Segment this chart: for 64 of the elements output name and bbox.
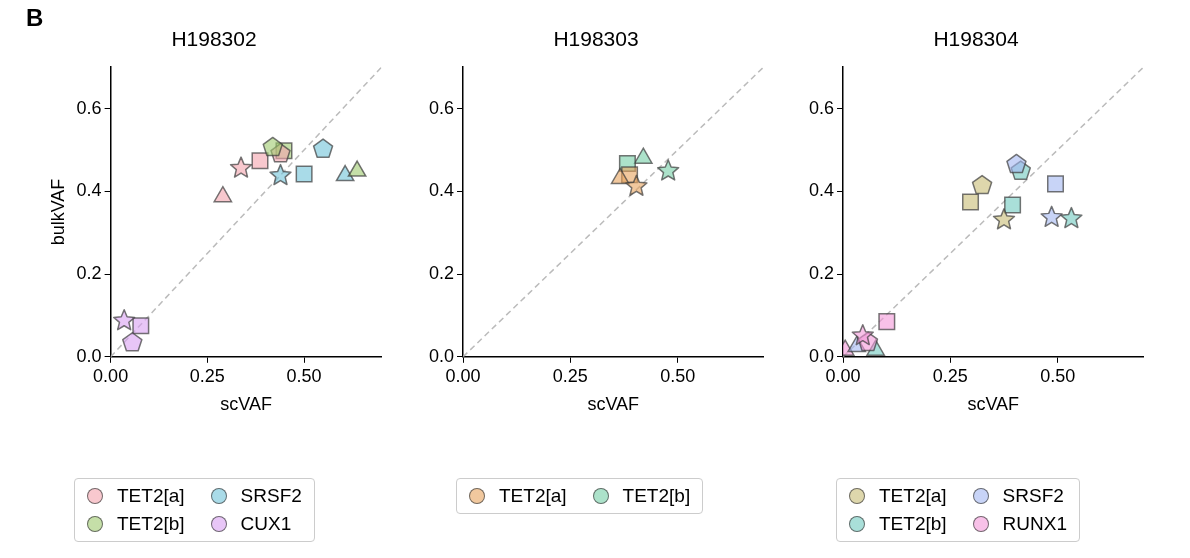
point — [656, 159, 680, 181]
x-tick-label: 0.00 — [825, 365, 861, 386]
point — [971, 174, 993, 195]
point — [269, 163, 292, 186]
y-tick-label: 0.0 — [808, 345, 835, 366]
x-tick-label: 0.25 — [932, 365, 968, 386]
point — [1006, 153, 1027, 174]
y-tick-label: 0.6 — [428, 97, 455, 118]
x-tick-label: 0.50 — [1040, 365, 1076, 386]
point — [610, 167, 630, 185]
point — [132, 317, 150, 335]
x-axis-title: scVAF — [587, 394, 640, 415]
y-tick-label: 0.6 — [808, 97, 835, 118]
x-tick-label: 0.25 — [189, 365, 225, 386]
point — [262, 136, 284, 157]
point — [347, 160, 367, 177]
legend-label: TET2[a] — [117, 485, 185, 507]
legend-label: SRSF2 — [240, 485, 302, 507]
x-axis-title: scVAF — [220, 394, 272, 415]
x-tick-label: 0.00 — [445, 365, 481, 386]
x-tick-label: 0.50 — [286, 365, 322, 386]
y-axis-title: bulkVAF — [47, 178, 68, 246]
y-tick-label: 0.4 — [428, 180, 455, 201]
point — [122, 331, 143, 352]
chart-title: H198303 — [553, 27, 639, 51]
legend-label: TET2[a] — [499, 485, 567, 507]
point — [851, 323, 874, 346]
x-axis-title: scVAF — [967, 394, 1020, 415]
y-tick-label: 0.2 — [428, 263, 455, 284]
point — [229, 156, 253, 178]
point — [633, 147, 653, 164]
y-tick-label: 0.2 — [808, 263, 835, 284]
y-tick-label: 0.0 — [76, 345, 102, 366]
point — [251, 152, 269, 170]
point — [1060, 206, 1083, 229]
point — [1040, 205, 1063, 228]
y-tick-label: 0.6 — [76, 97, 102, 118]
legend-label: TET2[b] — [622, 485, 691, 507]
point — [878, 313, 896, 331]
point — [992, 208, 1016, 230]
point — [1046, 175, 1065, 193]
point — [625, 174, 648, 196]
y-tick-label: 0.0 — [428, 345, 455, 366]
point — [1004, 196, 1022, 214]
legend-label: TET2[b] — [879, 513, 947, 535]
legend-label: RUNX1 — [1002, 513, 1067, 535]
point — [312, 138, 334, 158]
legend-label: TET2[a] — [879, 485, 947, 507]
legend-label: SRSF2 — [1002, 485, 1064, 507]
point — [112, 309, 136, 331]
legend-label: CUX1 — [240, 513, 292, 535]
legend-label: TET2[b] — [117, 513, 185, 535]
y-tick-label: 0.4 — [808, 180, 835, 201]
x-tick-label: 0.00 — [93, 365, 129, 386]
y-tick-label: 0.4 — [76, 180, 102, 201]
x-tick-label: 0.25 — [552, 365, 588, 386]
point — [213, 185, 233, 203]
point — [961, 193, 980, 211]
y-tick-label: 0.2 — [76, 263, 102, 284]
chart-title: H198302 — [171, 27, 257, 51]
text: B — [26, 4, 44, 32]
x-tick-label: 0.50 — [660, 365, 696, 386]
point — [295, 165, 313, 183]
chart-title: H198304 — [933, 27, 1019, 51]
